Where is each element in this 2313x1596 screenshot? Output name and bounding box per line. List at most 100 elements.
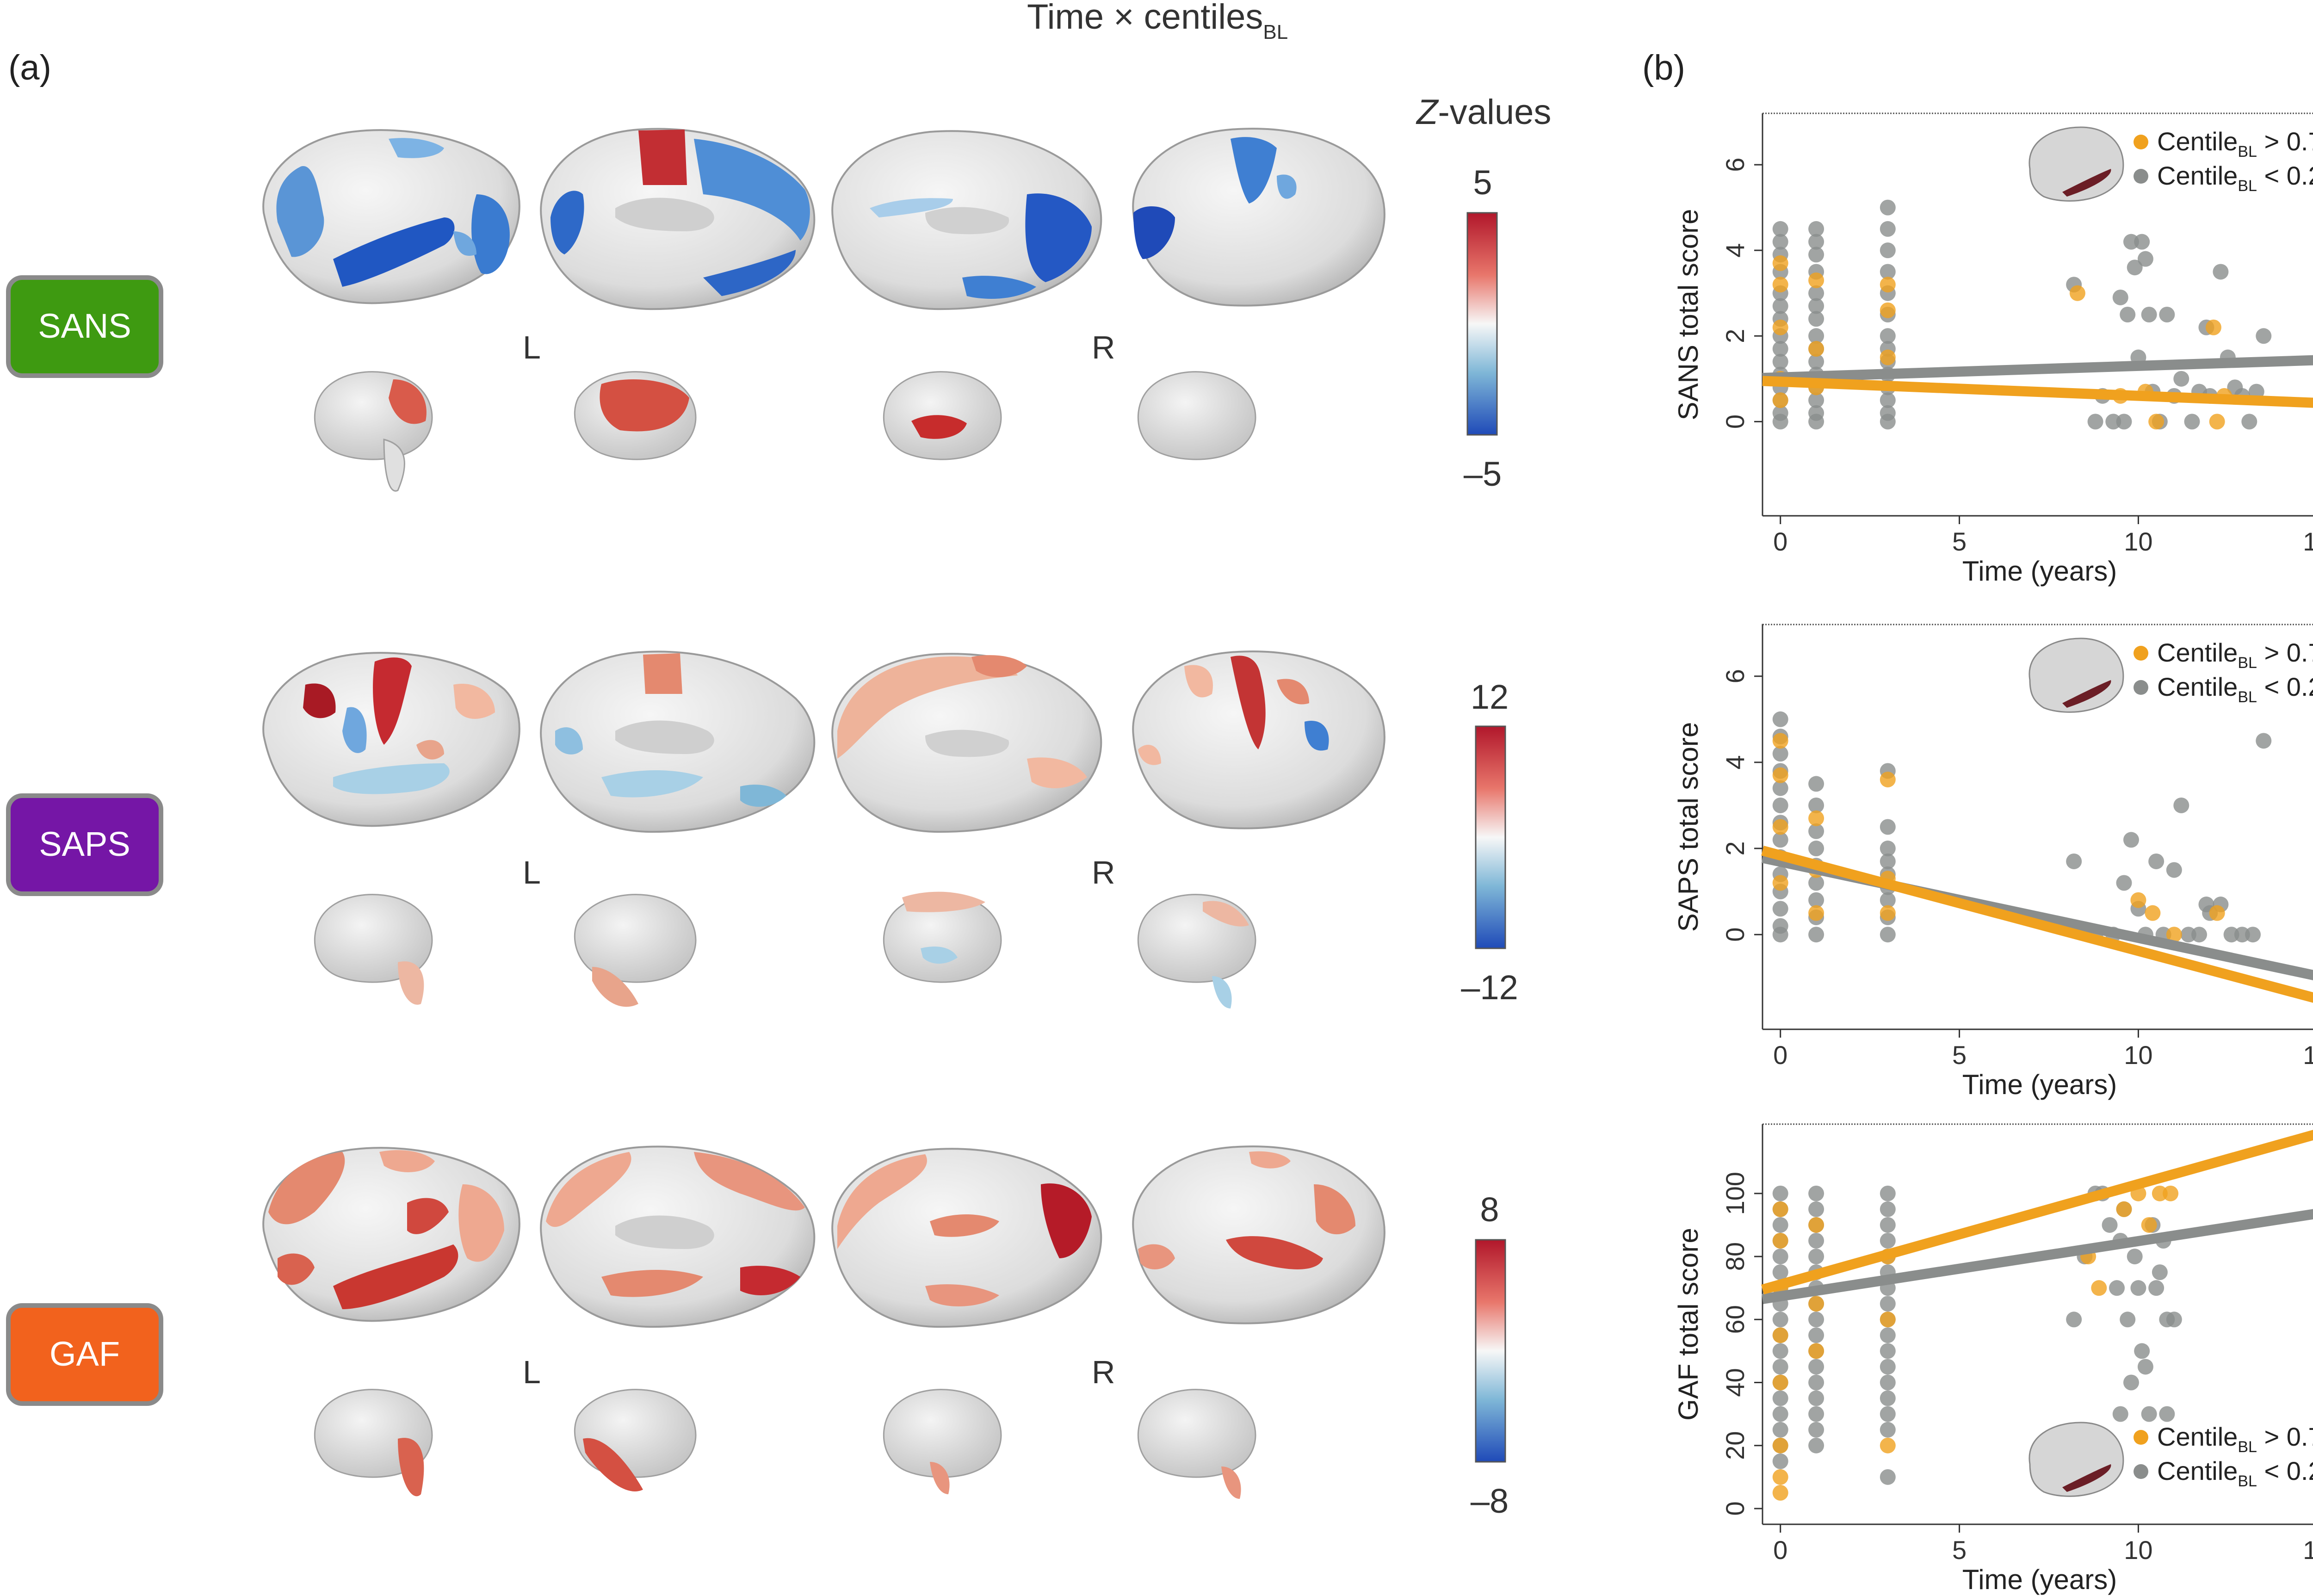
gaf-badge-label: GAF bbox=[49, 1335, 120, 1373]
sans-badge bbox=[6, 275, 163, 378]
data-point-0-1-48 bbox=[2112, 289, 2128, 305]
cbar-sans-min: –5 bbox=[1464, 455, 1502, 493]
data-point-2-1-62 bbox=[2127, 1249, 2143, 1265]
x-tick-label-2-15: 15 bbox=[2303, 1535, 2313, 1565]
y-axis-label-2: GAF total score bbox=[1673, 1228, 1704, 1421]
subcortical-gaf bbox=[314, 1389, 1256, 1499]
cbar-gaf-max: 8 bbox=[1480, 1190, 1499, 1229]
data-point-0-1-21 bbox=[1808, 311, 1824, 327]
data-point-2-1-65 bbox=[2137, 1359, 2153, 1375]
data-point-1-1-29 bbox=[1880, 892, 1896, 908]
legend-label-2-0: CentileBL > 0.75 bbox=[2157, 1422, 2313, 1456]
data-point-1-1-50 bbox=[2245, 927, 2261, 943]
y-tick-label-2-80: 80 bbox=[1720, 1242, 1750, 1271]
legend-marker-0-1 bbox=[2134, 169, 2148, 184]
data-point-2-1-60 bbox=[2120, 1311, 2136, 1328]
data-point-2-0-5 bbox=[1772, 1437, 1788, 1454]
brain-gaf-lateral-left bbox=[262, 1147, 520, 1322]
data-point-2-1-14 bbox=[1772, 1406, 1788, 1422]
y-tick-label-0-6: 6 bbox=[1720, 157, 1750, 172]
brain-sans-medial-left bbox=[540, 128, 816, 310]
x-tick-label-0-10: 10 bbox=[2124, 527, 2152, 556]
data-point-0-0-6 bbox=[1808, 341, 1824, 357]
data-point-1-0-12 bbox=[2166, 927, 2182, 943]
data-point-1-1-31 bbox=[1880, 927, 1896, 943]
data-point-0-0-1 bbox=[1772, 277, 1788, 293]
data-point-2-1-11 bbox=[1772, 1359, 1788, 1375]
brain-sans-lateral-right bbox=[1132, 128, 1385, 307]
data-point-2-1-26 bbox=[1808, 1311, 1824, 1328]
legend-marker-1-0 bbox=[2134, 646, 2148, 661]
data-point-2-1-51 bbox=[1880, 1469, 1896, 1485]
data-point-2-0-13 bbox=[1880, 1437, 1896, 1454]
data-point-2-0-9 bbox=[1808, 1296, 1824, 1312]
data-point-2-1-35 bbox=[1880, 1185, 1896, 1201]
data-point-2-1-4 bbox=[1772, 1249, 1788, 1265]
hemi-right-label-sans: R bbox=[1092, 329, 1115, 365]
data-point-1-1-14 bbox=[1808, 776, 1824, 792]
legend-brain-region-1 bbox=[2062, 680, 2111, 708]
chart-2: 0 5 10 15 0 20 40 60 80 100 Time (years) GAF total … bbox=[1673, 1123, 2313, 1595]
y-tick-label-0-2: 2 bbox=[1720, 329, 1750, 343]
row-sans: SANS bbox=[6, 128, 1502, 493]
data-point-0-0-15 bbox=[2205, 319, 2221, 335]
data-point-0-1-8 bbox=[1772, 341, 1788, 357]
data-point-1-1-11 bbox=[1772, 901, 1788, 917]
data-point-1-1-16 bbox=[1808, 823, 1824, 839]
data-point-0-1-33 bbox=[1880, 264, 1896, 280]
y-tick-label-0-0: 0 bbox=[1720, 414, 1750, 429]
hemi-left-label-gaf: L bbox=[523, 1354, 541, 1390]
data-point-0-0-8 bbox=[1880, 277, 1896, 293]
data-point-1-1-36 bbox=[2123, 832, 2139, 848]
data-point-1-1-7 bbox=[1772, 832, 1788, 848]
data-point-2-0-12 bbox=[1880, 1311, 1896, 1328]
brain-saps-lateral-left bbox=[262, 652, 520, 827]
legend-marker-0-0 bbox=[2134, 135, 2148, 149]
data-point-0-0-11 bbox=[2069, 285, 2085, 301]
data-point-2-0-0 bbox=[1772, 1201, 1788, 1217]
brain-saps-lateral-right bbox=[1132, 650, 1385, 829]
data-point-1-1-13 bbox=[1772, 927, 1788, 943]
chart-1: 0 5 10 15 0 2 4 6 Time (years) SAPS total score Ce… bbox=[1673, 624, 2313, 1100]
data-point-0-1-31 bbox=[1880, 221, 1896, 237]
data-point-0-1-66 bbox=[2213, 264, 2229, 280]
data-point-0-1-32 bbox=[1880, 242, 1896, 259]
subcortical-saps bbox=[314, 891, 1256, 1008]
legend-label-0-0: CentileBL > 0.75 bbox=[2157, 127, 2313, 161]
legend-brain-icon-2 bbox=[2029, 1422, 2124, 1497]
data-point-0-1-19 bbox=[1808, 285, 1824, 301]
data-point-0-1-16 bbox=[1808, 234, 1824, 250]
data-point-2-1-64 bbox=[2134, 1343, 2150, 1359]
data-point-0-1-27 bbox=[1808, 392, 1824, 408]
brain-sans-lateral-left bbox=[262, 129, 520, 304]
data-point-2-1-72 bbox=[2166, 1311, 2182, 1328]
data-point-2-1-34 bbox=[1808, 1437, 1824, 1454]
fit-line-0-0 bbox=[1762, 376, 2313, 408]
x-tick-label-1-0: 0 bbox=[1773, 1040, 1787, 1070]
panel-b-label: (b) bbox=[1642, 48, 1685, 87]
data-point-0-1-22 bbox=[1808, 328, 1824, 344]
x-axis-label-1: Time (years) bbox=[1962, 1069, 2117, 1100]
x-tick-label-2-0: 0 bbox=[1773, 1535, 1787, 1565]
data-point-2-1-52 bbox=[2066, 1311, 2082, 1328]
data-point-0-1-17 bbox=[1808, 247, 1824, 263]
brain-sans-medial-right bbox=[831, 130, 1102, 310]
data-point-0-1-49 bbox=[2120, 307, 2136, 322]
data-point-2-1-45 bbox=[1880, 1343, 1896, 1359]
hemi-right-label-gaf: R bbox=[1092, 1354, 1115, 1390]
x-tick-label-1-5: 5 bbox=[1952, 1040, 1967, 1070]
legend-label-1-0: CentileBL > 0.75 bbox=[2157, 638, 2313, 672]
data-point-0-1-36 bbox=[1880, 328, 1896, 344]
data-point-0-0-2 bbox=[1772, 319, 1788, 335]
y-tick-label-2-60: 60 bbox=[1720, 1305, 1750, 1334]
gaf-badge bbox=[6, 1303, 163, 1406]
data-point-1-1-32 bbox=[2066, 853, 2082, 869]
data-point-2-1-18 bbox=[1808, 1185, 1824, 1201]
x-tick-label-2-10: 10 bbox=[2124, 1535, 2152, 1565]
data-point-0-1-59 bbox=[2159, 307, 2175, 322]
saps-badge-label: SAPS bbox=[39, 825, 130, 863]
data-point-2-1-22 bbox=[1808, 1249, 1824, 1265]
data-point-2-1-19 bbox=[1808, 1201, 1824, 1217]
data-point-2-1-48 bbox=[1880, 1390, 1896, 1406]
